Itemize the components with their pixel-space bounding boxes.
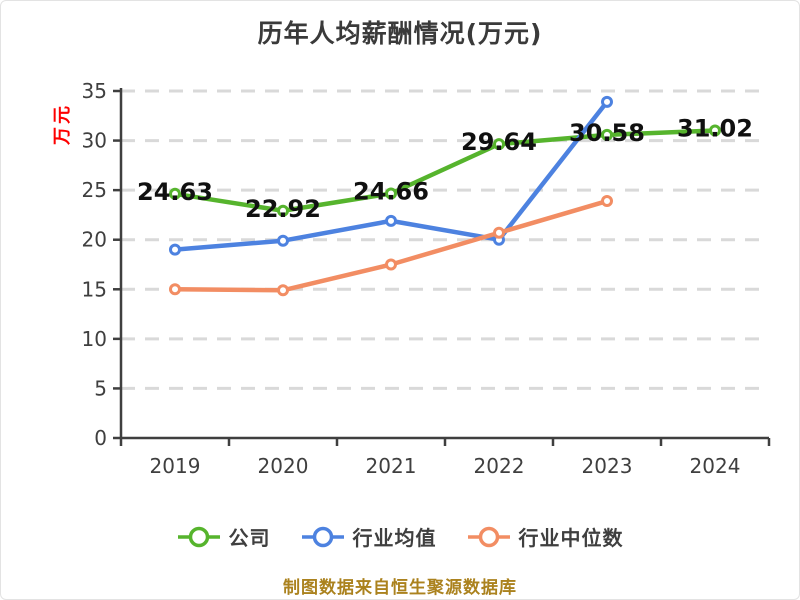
svg-text:35: 35 (82, 79, 107, 103)
industry-median-series-marker-icon (467, 526, 510, 547)
svg-text:2021: 2021 (366, 454, 417, 478)
legend-item-industry-average: 行业均值 (301, 522, 437, 551)
legend-label-industry-average: 行业均值 (352, 526, 437, 550)
svg-text:15: 15 (82, 277, 107, 301)
svg-text:20: 20 (82, 228, 107, 252)
legend-item-industry-median: 行业中位数 (467, 522, 624, 551)
svg-text:24.63: 24.63 (137, 178, 213, 206)
svg-text:2019: 2019 (150, 454, 201, 478)
legend-label-company: 公司 (228, 526, 271, 550)
svg-text:25: 25 (82, 178, 107, 202)
data-source-note: 制图数据来自恒生聚源数据库 (283, 578, 517, 598)
industry-average-series-marker-icon (301, 526, 344, 547)
svg-text:2020: 2020 (258, 454, 309, 478)
svg-text:31.02: 31.02 (677, 114, 753, 142)
svg-text:22.92: 22.92 (245, 195, 321, 223)
svg-text:5: 5 (94, 376, 107, 400)
svg-text:2023: 2023 (582, 454, 633, 478)
svg-text:30.58: 30.58 (569, 119, 645, 147)
svg-text:29.64: 29.64 (461, 128, 537, 156)
legend-label-industry-median: 行业中位数 (518, 526, 624, 550)
svg-text:10: 10 (82, 327, 107, 351)
svg-text:30: 30 (82, 129, 107, 153)
svg-text:2022: 2022 (474, 454, 525, 478)
legend: 公司 行业均值 行业中位数 (1, 522, 799, 551)
line-chart-plot-area: 0 5 10 15 20 25 30 35 2019 2020 2021 2022 2023 2024 24… (82, 79, 771, 478)
company-series-marker-icon (177, 526, 220, 547)
svg-text:2024: 2024 (690, 454, 741, 478)
chart-title: 历年人均薪酬情况(万元) (257, 19, 543, 48)
legend-item-company: 公司 (177, 522, 271, 551)
svg-text:0: 0 (94, 426, 107, 450)
svg-text:24.66: 24.66 (353, 178, 429, 206)
